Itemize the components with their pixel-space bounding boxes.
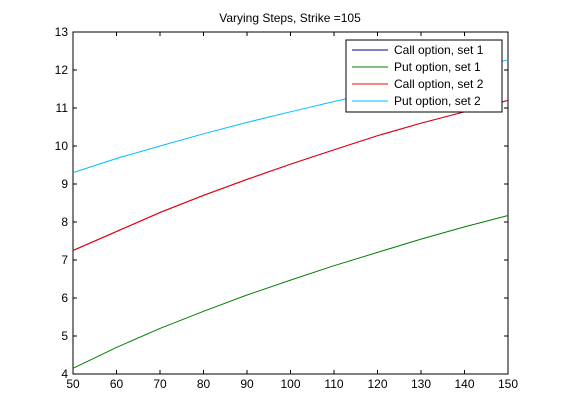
y-tick-label: 6: [61, 291, 68, 305]
series-line-2: [72, 215, 509, 369]
x-tick-label: 90: [240, 377, 254, 391]
y-tick-label: 7: [61, 253, 68, 267]
x-tick-label: 150: [498, 377, 518, 391]
legend-box: [345, 39, 503, 113]
x-tick-label: 100: [280, 377, 300, 391]
x-tick-label: 120: [367, 377, 387, 391]
legend: Call option, set 1 Put option, set 1 Call …: [345, 39, 503, 113]
series-line-3: [72, 99, 509, 251]
chart-title: Varying Steps, Strike =105: [219, 11, 361, 25]
y-tick-label: 10: [55, 139, 69, 153]
legend-label: Call option, set 1: [394, 43, 484, 57]
legend-label: Call option, set 2: [394, 77, 484, 91]
x-tick-label: 130: [411, 377, 431, 391]
legend-label: Put option, set 1: [394, 60, 481, 74]
y-tick-label: 11: [56, 101, 69, 115]
y-tick-label: 13: [55, 25, 69, 39]
x-tick-label: 110: [324, 377, 343, 391]
y-tick-label: 9: [61, 177, 68, 191]
x-tick-label: 70: [153, 377, 167, 391]
x-tick-label: 60: [110, 377, 124, 391]
y-tick-label: 5: [61, 329, 68, 343]
legend-label: Put option, set 2: [394, 94, 481, 108]
y-tick-label: 8: [61, 215, 68, 229]
x-tick-label: 140: [454, 377, 474, 391]
x-tick-label: 50: [66, 377, 80, 391]
y-axis: 4 5 6 7 8 9 10 11 12 13: [55, 25, 508, 381]
x-axis: 50 60 70 80 90 100 110 120 130 140 150: [66, 32, 518, 391]
y-tick-label: 12: [55, 63, 69, 77]
x-tick-label: 80: [197, 377, 211, 391]
y-tick-label: 4: [61, 367, 68, 381]
